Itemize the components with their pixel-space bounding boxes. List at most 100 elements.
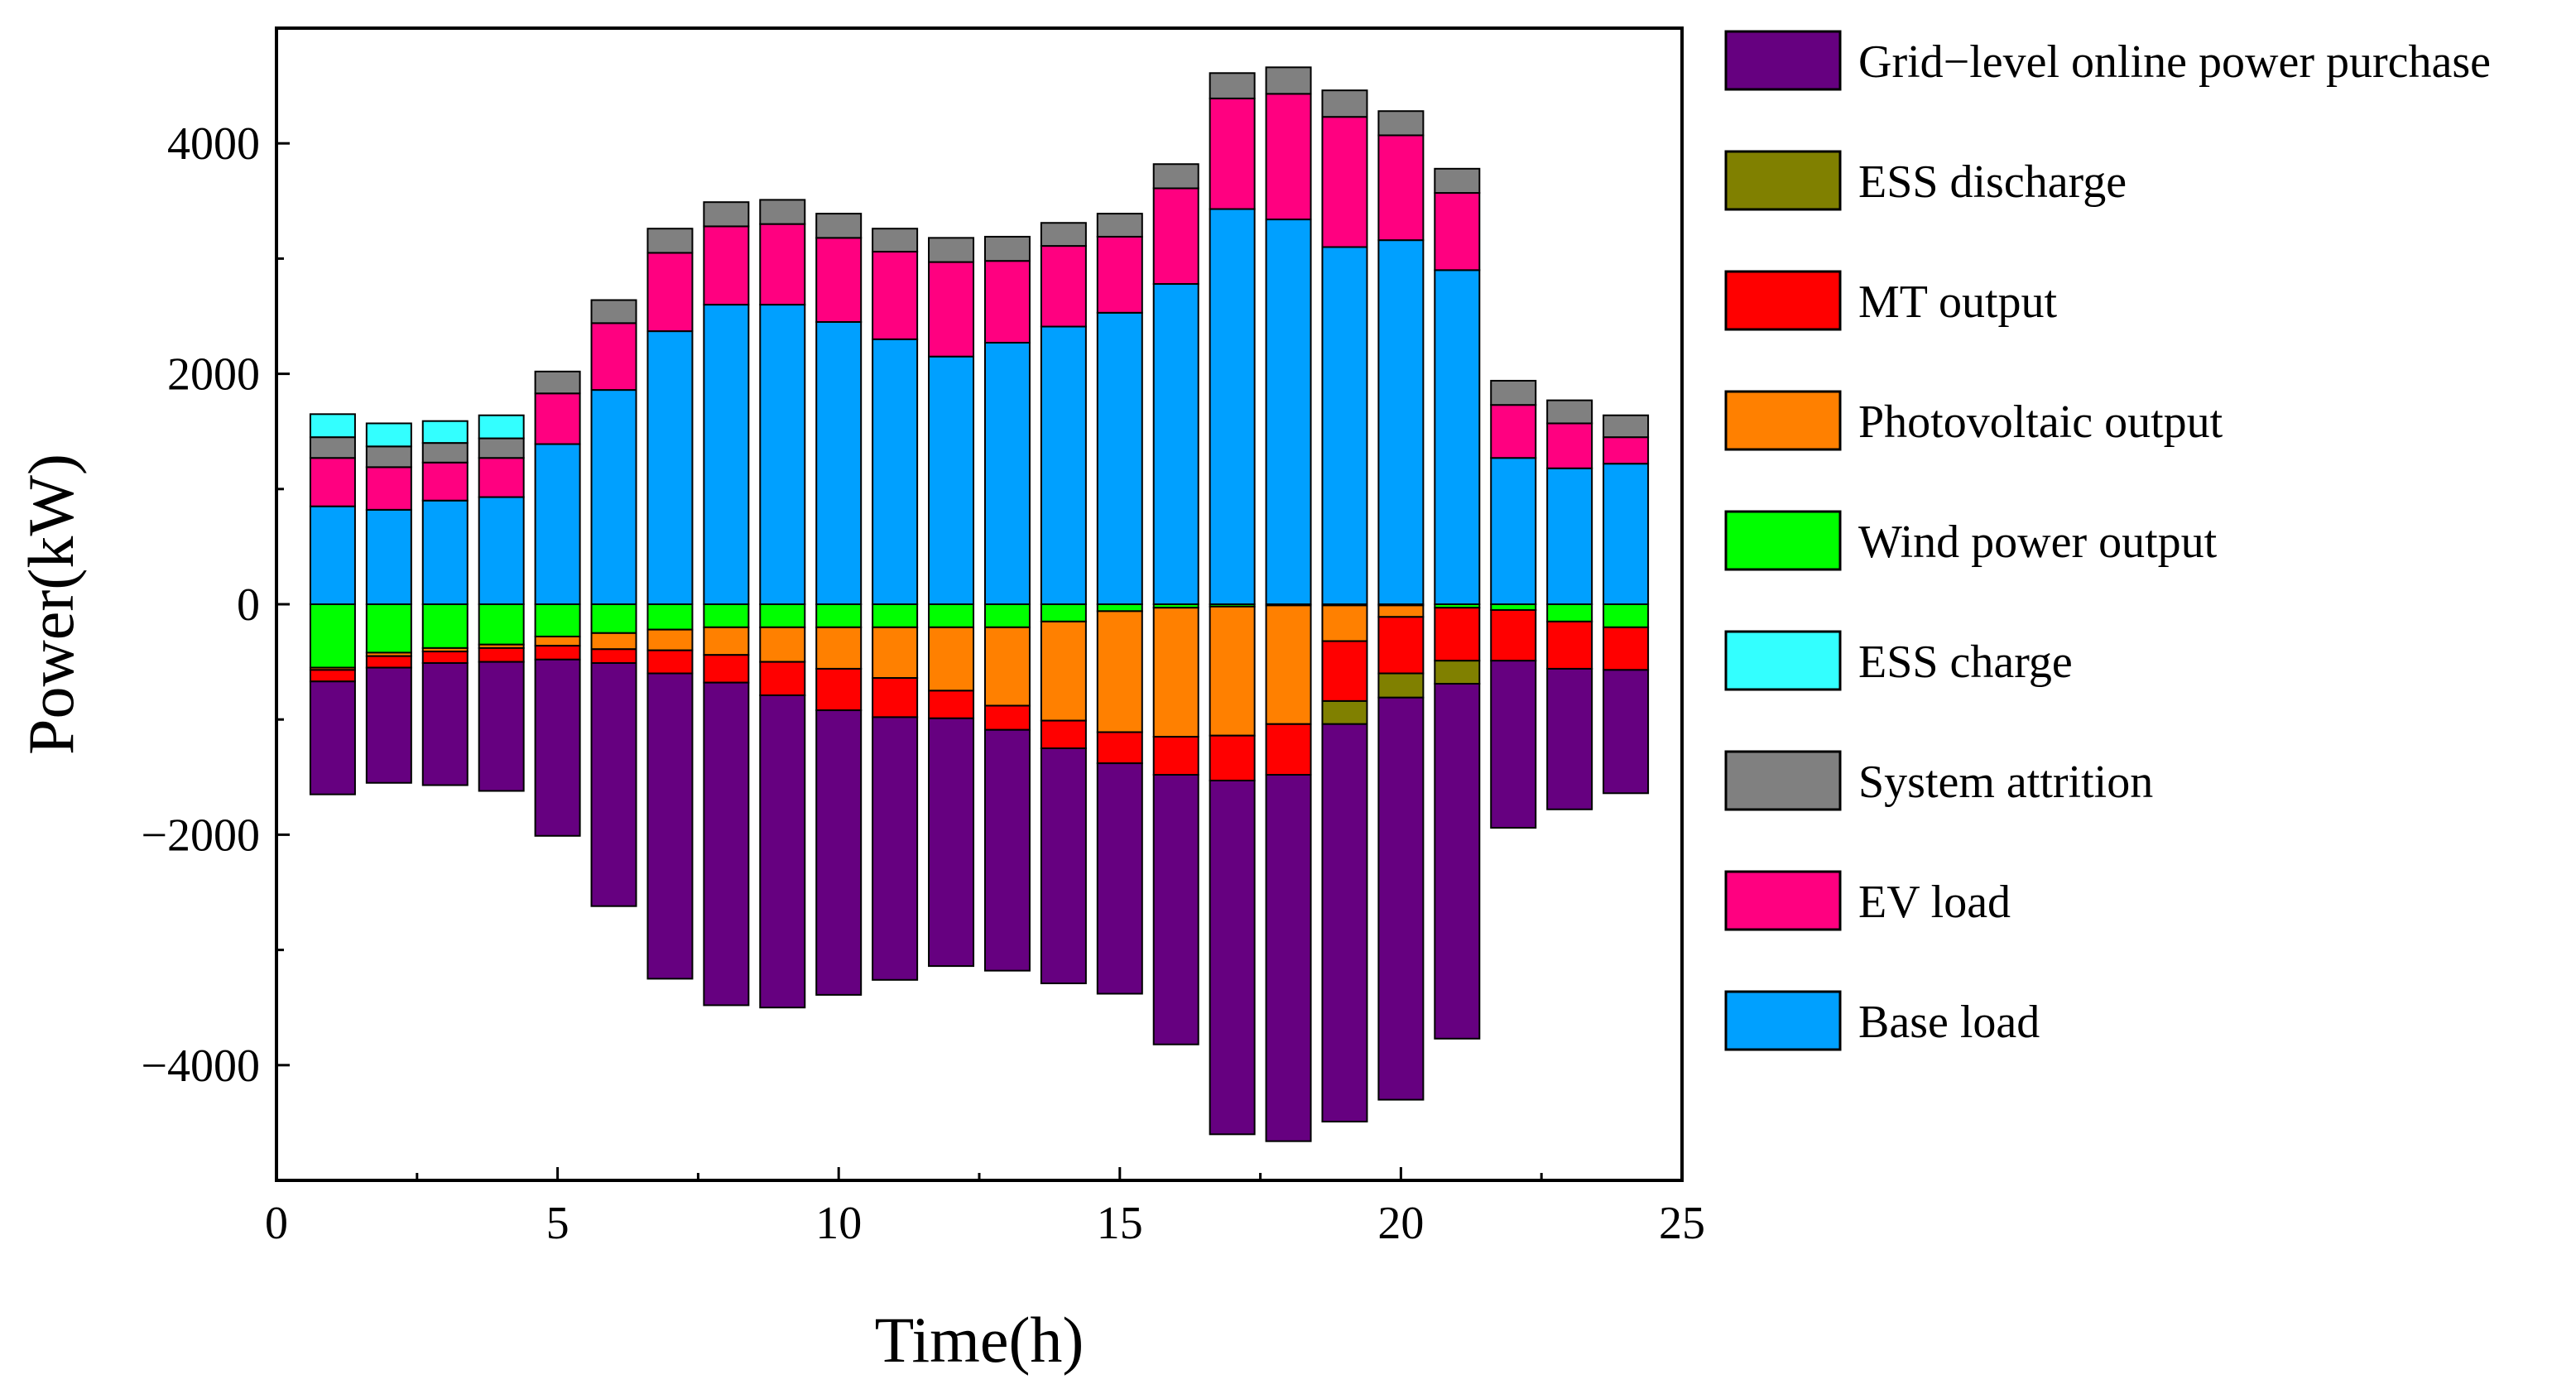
bar-wind-power-output-h3 [421, 603, 469, 649]
bar-photovoltaic-output-h17 [1209, 605, 1256, 737]
bar-system-attrition-h16 [1152, 163, 1199, 190]
bar-system-attrition-h14 [1040, 222, 1087, 247]
bar-wind-power-output-h14 [1040, 603, 1087, 622]
bar-grid-level-online-power-purchase-h9 [759, 694, 806, 1009]
bar-ev-load-h21 [1434, 192, 1481, 272]
legend-swatch-mt-output [1724, 270, 1842, 331]
bar-grid-level-online-power-purchase-h2 [365, 666, 412, 784]
bar-photovoltaic-output-h7 [646, 628, 694, 651]
bar-ev-load-h13 [983, 260, 1031, 344]
bar-grid-level-online-power-purchase-h3 [421, 661, 469, 786]
bar-ev-load-h9 [759, 223, 806, 306]
legend-label-base-load: Base load [1858, 997, 2040, 1048]
bar-base-load-h16 [1152, 283, 1199, 605]
bar-photovoltaic-output-h11 [872, 626, 919, 680]
bar-ev-load-h2 [365, 466, 412, 511]
bar-system-attrition-h1 [309, 436, 356, 459]
bar-wind-power-output-h6 [590, 603, 637, 634]
bar-mt-output-h21 [1434, 607, 1481, 662]
bar-system-attrition-h20 [1377, 110, 1425, 137]
bar-system-attrition-h12 [928, 237, 975, 263]
bar-ev-load-h3 [421, 461, 469, 502]
bar-wind-power-output-h9 [759, 603, 806, 628]
bar-mt-output-h1 [309, 669, 356, 683]
bar-base-load-h9 [759, 304, 806, 605]
x-tick-label-0: 0 [265, 1198, 288, 1249]
bar-system-attrition-h13 [983, 235, 1031, 262]
axis-ticks: 0 5 10 15 20 25 −4000 −2000 0 2000 4000 [141, 118, 1705, 1249]
bar-mt-output-h17 [1209, 734, 1256, 781]
bar-mt-output-h14 [1040, 719, 1087, 749]
legend-swatch-system-attrition [1724, 750, 1842, 811]
bar-base-load-h12 [928, 355, 975, 605]
bar-photovoltaic-output-h6 [590, 632, 637, 651]
bar-mt-output-h9 [759, 661, 806, 696]
bar-mt-output-h12 [928, 690, 975, 719]
bar-grid-level-online-power-purchase-h24 [1603, 669, 1650, 795]
bar-grid-level-online-power-purchase-h14 [1040, 747, 1087, 984]
bar-mt-output-h19 [1321, 640, 1368, 702]
bar-ev-load-h14 [1040, 245, 1087, 328]
bar-group [309, 66, 1650, 1142]
bar-mt-output-h8 [703, 654, 750, 684]
bar-system-attrition-h6 [590, 299, 637, 324]
bar-system-attrition-h17 [1209, 72, 1256, 99]
bar-system-attrition-h22 [1490, 379, 1537, 406]
bar-ev-load-h4 [478, 457, 525, 498]
bar-grid-level-online-power-purchase-h20 [1377, 696, 1425, 1101]
bar-wind-power-output-h1 [309, 603, 356, 669]
bar-mt-output-h15 [1096, 731, 1143, 765]
bar-ev-load-h23 [1546, 422, 1593, 469]
bar-system-attrition-h2 [365, 445, 412, 469]
bar-mt-output-h6 [590, 648, 637, 664]
bar-ev-load-h10 [815, 237, 863, 323]
x-tick-label-25: 25 [1659, 1198, 1705, 1249]
bar-system-attrition-h7 [646, 228, 694, 254]
bar-base-load-h6 [590, 389, 637, 605]
legend-label-system-attrition: System attrition [1858, 757, 2153, 808]
bar-grid-level-online-power-purchase-h22 [1490, 660, 1537, 829]
bar-ev-load-h8 [703, 225, 750, 306]
bar-photovoltaic-output-h18 [1265, 604, 1312, 725]
bar-mt-output-h3 [421, 651, 469, 664]
legend-swatch-ev-load [1724, 870, 1842, 931]
legend: Grid−level online power purchase ESS disc… [1724, 30, 2491, 1051]
bar-base-load-h3 [421, 499, 469, 605]
y-axis-title: Power(kW) [15, 454, 87, 755]
legend-label-ev-load: EV load [1858, 877, 2011, 928]
bar-mt-output-h20 [1377, 616, 1425, 675]
bar-wind-power-output-h4 [478, 603, 525, 646]
bar-ess-charge-h3 [421, 420, 469, 445]
legend-swatch-wind-power-output [1724, 510, 1842, 571]
bar-system-attrition-h9 [759, 199, 806, 225]
bar-wind-power-output-h24 [1603, 603, 1650, 628]
bar-base-load-h8 [703, 304, 750, 605]
bar-base-load-h4 [478, 496, 525, 605]
x-tick-label-15: 15 [1097, 1198, 1143, 1249]
bar-system-attrition-h19 [1321, 89, 1368, 118]
legend-swatch-ess-charge [1724, 630, 1842, 691]
bar-ev-load-h5 [534, 392, 581, 445]
bar-photovoltaic-output-h5 [534, 635, 581, 647]
y-tick-label-4000: 4000 [167, 118, 260, 170]
bar-base-load-h11 [872, 338, 919, 605]
bar-wind-power-output-h15 [1096, 603, 1143, 613]
bar-photovoltaic-output-h19 [1321, 604, 1368, 642]
bar-base-load-h13 [983, 342, 1031, 605]
bar-ess-charge-h4 [478, 414, 525, 440]
legend-swatch-photovoltaic-output [1724, 390, 1842, 451]
bar-mt-output-h5 [534, 645, 581, 661]
bar-system-attrition-h11 [872, 228, 919, 253]
bar-photovoltaic-output-h10 [815, 626, 863, 670]
bar-system-attrition-h4 [478, 437, 525, 459]
bar-grid-level-online-power-purchase-h18 [1265, 774, 1312, 1142]
bar-mt-output-h2 [365, 655, 412, 669]
bar-wind-power-output-h11 [872, 603, 919, 628]
bar-system-attrition-h21 [1434, 167, 1481, 195]
bar-system-attrition-h24 [1603, 414, 1650, 439]
bar-grid-level-online-power-purchase-h8 [703, 681, 750, 1007]
bar-grid-level-online-power-purchase-h10 [815, 709, 863, 996]
bar-system-attrition-h23 [1546, 399, 1593, 425]
bar-wind-power-output-h22 [1490, 603, 1537, 611]
